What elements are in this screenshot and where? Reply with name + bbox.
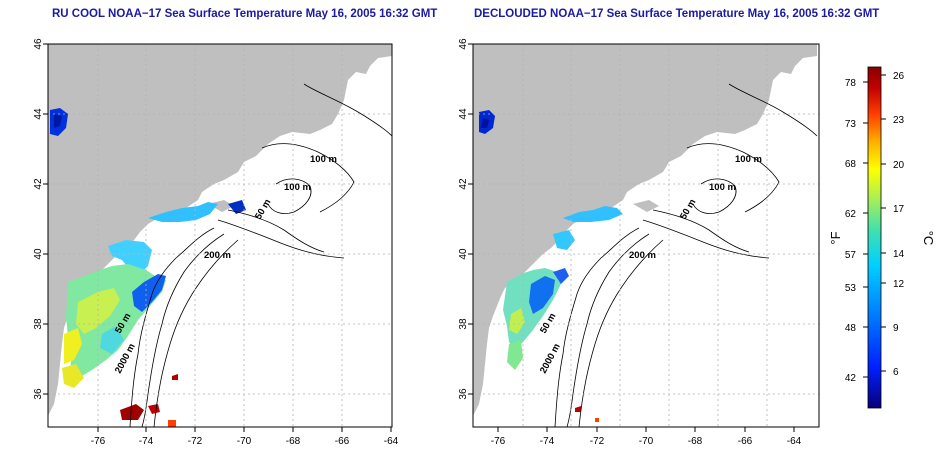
colorbar-c-label: 14 (893, 249, 905, 260)
lon-tick-label: -64 (384, 436, 399, 447)
isobath-label: 100 m (310, 154, 337, 165)
lon-tick-label: -64 (787, 436, 802, 447)
colorbar-c-label: 20 (893, 160, 905, 171)
lon-tick-label: -76 (491, 436, 506, 447)
lon-tick-label: -74 (139, 436, 154, 447)
isobath-label: 200 m (204, 250, 231, 261)
lat-tick-label: 38 (458, 318, 469, 330)
lat-tick-label: 40 (33, 248, 44, 260)
sst-patches-right (479, 110, 623, 422)
colorbar-c-label: 12 (893, 279, 905, 290)
isobath-label: 100 m (284, 182, 311, 193)
lat-tick-label: 42 (33, 178, 44, 190)
lon-tick-label: -76 (91, 436, 106, 447)
lon-tick-label: -68 (688, 436, 703, 447)
colorbar-c-label: 9 (893, 323, 899, 334)
lat-tick-label: 46 (33, 38, 44, 50)
colorbar-f-label: 42 (845, 373, 857, 384)
lon-tick-label: -72 (188, 436, 203, 447)
lat-tick-label: 38 (33, 318, 44, 330)
lon-tick-label: -66 (335, 436, 350, 447)
colorbar-f-label: 68 (845, 159, 857, 170)
colorbar-gradient (867, 66, 882, 409)
map-frame (47, 43, 393, 428)
colorbar-c-label: 23 (893, 115, 905, 126)
lat-tick-label: 46 (458, 38, 469, 50)
colorbar-f-label: 53 (845, 283, 857, 294)
colorbar-f-label: 73 (845, 119, 857, 130)
lat-tick-label: 40 (458, 248, 469, 260)
colorbar: 78 73 68 62 57 53 48 42 26 23 20 17 14 1… (828, 66, 936, 409)
lat-tick-label: 44 (33, 108, 44, 120)
graticule (48, 44, 392, 427)
colorbar-f-label: 48 (845, 323, 857, 334)
sst-patches-left (50, 108, 246, 427)
isobath-label: 100 m (735, 154, 762, 165)
lon-tick-label: -68 (286, 436, 301, 447)
graticule (473, 44, 819, 427)
isobath-label: 200 m (629, 250, 656, 261)
lon-tick-label: -66 (738, 436, 753, 447)
colorbar-c-label: 17 (893, 204, 905, 215)
lon-tick-label: -70 (237, 436, 252, 447)
colorbar-c-label: 6 (893, 367, 899, 378)
panel-title-left: RU COOL NOAA−17 Sea Surface Temperature … (52, 8, 438, 20)
colorbar-f-label: 62 (845, 209, 857, 220)
lon-tick-label: -74 (540, 436, 555, 447)
colorbar-f-label: 78 (845, 78, 857, 89)
lat-tick-label: 36 (458, 388, 469, 400)
lat-tick-label: 42 (458, 178, 469, 190)
celsius-unit-label: °C (921, 231, 936, 246)
lon-tick-label: -70 (639, 436, 654, 447)
lat-tick-label: 36 (33, 388, 44, 400)
lat-tick-label: 44 (458, 108, 469, 120)
fahrenheit-unit-label: °F (828, 231, 843, 244)
lon-tick-label: -72 (590, 436, 605, 447)
panel-title-right: DECLOUDED NOAA−17 Sea Surface Temperatur… (474, 8, 880, 20)
colorbar-c-label: 26 (893, 71, 905, 82)
map-panel-left: 100 m 100 m 50 m 200 m 50 m 2000 m -76 -… (33, 38, 399, 447)
colorbar-f-label: 57 (845, 250, 857, 261)
map-panel-right: 100 m 100 m 50 m 200 m 50 m 2000 m -76 -… (458, 38, 820, 447)
isobath-label: 100 m (709, 182, 736, 193)
